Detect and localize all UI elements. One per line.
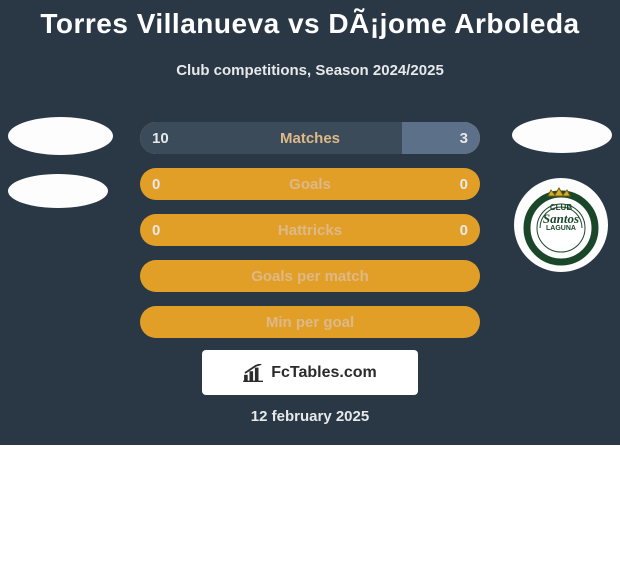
player-right-avatar-1 <box>512 117 612 153</box>
stat-value-right: 3 <box>460 122 468 154</box>
infographic-card: Torres Villanueva vs DÃ¡jome Arboleda Cl… <box>0 0 620 445</box>
stat-row: Goals0 0 <box>140 168 480 200</box>
stat-label: Goals per match <box>140 260 480 292</box>
bar-fill-right <box>402 122 480 154</box>
stat-value-left: 0 <box>152 168 160 200</box>
stat-label: Hattricks <box>140 214 480 246</box>
stat-value-left: 0 <box>152 214 160 246</box>
stat-label: Goals <box>140 168 480 200</box>
fctables-badge: FcTables.com <box>202 350 418 395</box>
fctables-label: FcTables.com <box>271 364 377 382</box>
logo-text-santos: Santos <box>514 212 608 225</box>
player-left-avatar-1 <box>8 117 113 155</box>
comparison-bars: Matches103Goals00Hattricks00Goals per ma… <box>140 122 480 352</box>
stat-row: Min per goal <box>140 306 480 338</box>
page-title: Torres Villanueva vs DÃ¡jome Arboleda <box>0 8 620 40</box>
logo-text-laguna: LAGUNA <box>514 225 608 232</box>
stat-label: Min per goal <box>140 306 480 338</box>
subtitle: Club competitions, Season 2024/2025 <box>0 62 620 79</box>
bar-fill-left <box>140 122 402 154</box>
player-left-avatar-2 <box>8 174 108 208</box>
stat-value-right: 0 <box>460 168 468 200</box>
stat-row: Goals per match <box>140 260 480 292</box>
stat-value-right: 0 <box>460 214 468 246</box>
empty-area <box>0 445 620 580</box>
stat-row: Matches103 <box>140 122 480 154</box>
club-logo-right: CLUB Santos LAGUNA <box>514 178 608 272</box>
stat-row: Hattricks0 0 <box>140 214 480 246</box>
bar-chart-icon <box>243 364 265 382</box>
stat-value-left: 10 <box>152 122 169 154</box>
date-label: 12 february 2025 <box>0 408 620 425</box>
